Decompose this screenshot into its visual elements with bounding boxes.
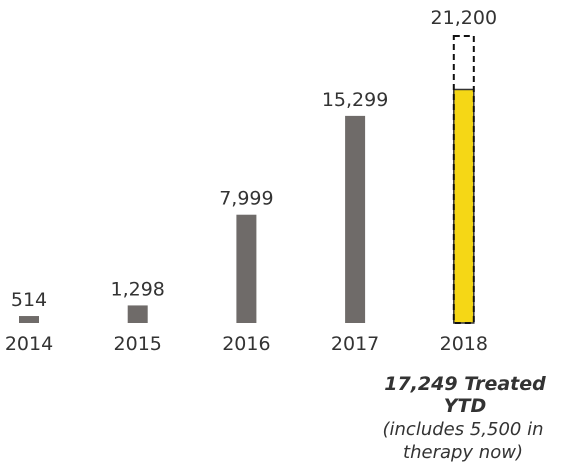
- x-tick-label: 2018: [440, 333, 488, 355]
- value-label: 15,299: [322, 89, 388, 111]
- target-label: 21,200: [431, 7, 497, 29]
- chart-svg: 2014 514 2015 1,298 2016 7,999 2017 15,299 2018 2…: [5, 7, 497, 355]
- bar: [453, 88, 475, 324]
- bar: [127, 305, 148, 323]
- target-outline: [452, 35, 475, 324]
- annotation-note: (includes 5,500 in therapy now): [382, 419, 544, 463]
- bar: [345, 115, 366, 324]
- value-label: 7,999: [219, 188, 273, 210]
- value-label: 1,298: [110, 278, 164, 300]
- x-tick-label: 2014: [5, 333, 53, 355]
- value-label: 514: [11, 289, 47, 311]
- bar: [236, 214, 257, 323]
- x-tick-label: 2015: [114, 333, 162, 355]
- bar: [19, 316, 39, 323]
- annotation-headline: 17,249 Treated YTD: [384, 373, 546, 417]
- x-tick-label: 2017: [331, 333, 379, 355]
- x-tick-label: 2016: [222, 333, 270, 355]
